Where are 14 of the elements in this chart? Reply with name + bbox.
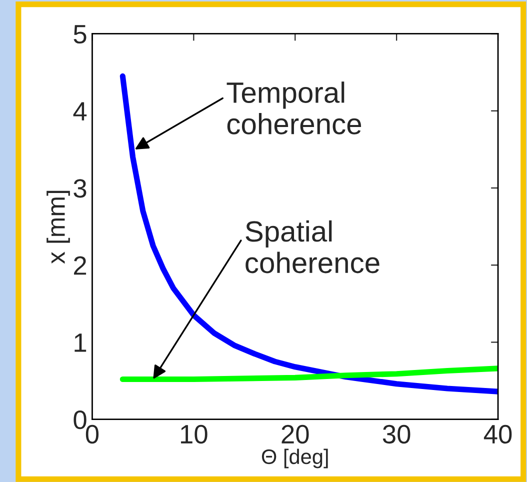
y-tick-label: 1 (74, 334, 86, 352)
x-tick-label: 10 (181, 424, 208, 444)
annotation: Temporal coherence (226, 82, 362, 134)
y-tick-label: 0 (74, 410, 86, 430)
y-axis-title: x [mm] (46, 190, 70, 264)
x-tick-label: 20 (282, 424, 309, 444)
y-tick-label: 5 (74, 25, 86, 44)
x-tick-label: 30 (382, 424, 410, 444)
y-tick-label: 4 (73, 102, 87, 120)
y-tick-label: 3 (74, 179, 86, 198)
x-tick-label: 40 (484, 424, 512, 444)
x-axis-title: Θ [deg] (262, 448, 328, 468)
y-tick-label: 2 (74, 256, 86, 275)
annotation: Spatial coherence (246, 220, 380, 274)
